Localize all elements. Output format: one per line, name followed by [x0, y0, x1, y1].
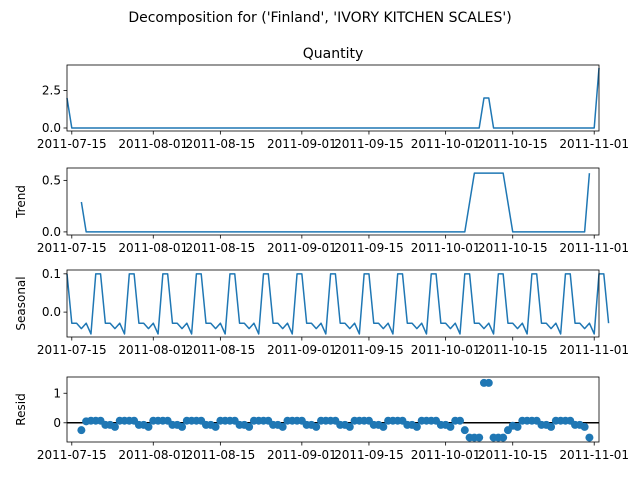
resid-point [144, 422, 153, 431]
resid-point [77, 426, 86, 435]
resid-point [110, 422, 119, 431]
resid-point [178, 422, 187, 431]
resid-point [475, 433, 484, 442]
x-tick-label: 2011-07-15 [37, 343, 107, 357]
axes-frame [66, 64, 600, 132]
resid-point [379, 422, 388, 431]
axes-frame [66, 167, 600, 236]
x-tick-label: 2011-07-15 [37, 137, 107, 151]
x-tick-label: 2011-10-15 [478, 448, 548, 462]
x-tick-label: 2011-09-01 [267, 343, 337, 357]
x-tick-label: 2011-09-15 [334, 343, 404, 357]
x-tick-label: 2011-10-15 [478, 137, 548, 151]
x-tick-label: 2011-10-01 [411, 448, 481, 462]
resid-point [484, 378, 493, 387]
y-tick-label: 0.1 [42, 267, 61, 281]
series-line [80, 172, 591, 233]
x-tick-label: 2011-08-15 [185, 241, 255, 255]
figure-suptitle: Decomposition for ('Finland', 'IVORY KIT… [128, 10, 511, 26]
x-tick-label: 2011-11-01 [559, 137, 629, 151]
x-tick-label: 2011-09-15 [334, 448, 404, 462]
x-tick-label: 2011-08-01 [118, 241, 188, 255]
x-tick-label: 2011-09-01 [267, 241, 337, 255]
x-tick-label: 2011-08-15 [185, 137, 255, 151]
x-tick-label: 2011-07-15 [37, 241, 107, 255]
resid-point [456, 416, 465, 425]
series-line [66, 67, 600, 129]
resid-point [278, 422, 287, 431]
x-tick-label: 2011-08-01 [118, 448, 188, 462]
resid-point [245, 422, 254, 431]
resid-point [345, 422, 354, 431]
x-tick-label: 2011-10-01 [411, 343, 481, 357]
axes-frame [66, 269, 600, 338]
x-tick-label: 2011-07-15 [37, 448, 107, 462]
x-tick-label: 2011-08-15 [185, 448, 255, 462]
x-tick-label: 2011-10-01 [411, 137, 481, 151]
y-tick-label: 1 [53, 386, 61, 400]
resid-point [312, 422, 321, 431]
x-tick-label: 2011-11-01 [559, 241, 629, 255]
y-tick-label: 0.0 [42, 121, 61, 135]
resid-point [460, 426, 469, 435]
y-axis-label: Trend [14, 185, 28, 219]
y-axis-label: Seasonal [14, 276, 28, 330]
x-tick-label: 2011-09-01 [267, 137, 337, 151]
y-tick-label: 0.0 [42, 225, 61, 239]
x-tick-label: 2011-11-01 [559, 448, 629, 462]
x-tick-label: 2011-10-15 [478, 343, 548, 357]
y-tick-label: 0.0 [42, 305, 61, 319]
axes-frame [66, 376, 600, 443]
x-tick-label: 2011-08-01 [118, 137, 188, 151]
panel-title: Quantity [303, 46, 364, 62]
resid-point [211, 422, 220, 431]
resid-point [499, 433, 508, 442]
resid-point [513, 422, 522, 431]
x-tick-label: 2011-09-01 [267, 448, 337, 462]
resid-point [412, 422, 421, 431]
x-tick-label: 2011-08-01 [118, 343, 188, 357]
x-tick-label: 2011-09-15 [334, 241, 404, 255]
y-tick-label: 0 [53, 416, 61, 430]
y-tick-label: 2.5 [42, 84, 61, 98]
resid-point [547, 422, 556, 431]
x-tick-label: 2011-09-15 [334, 137, 404, 151]
resid-point [585, 433, 594, 442]
resid-point [580, 422, 589, 431]
y-axis-label: Resid [14, 393, 28, 425]
panel-1: Trend 0.0 0.5 2011-07-15 2011-08-012011-08-1… [14, 167, 629, 255]
x-tick-label: 2011-10-01 [411, 241, 481, 255]
series-line [66, 273, 610, 335]
y-tick-label: 0.5 [42, 173, 61, 187]
x-tick-label: 2011-08-15 [185, 343, 255, 357]
resid-point [446, 422, 455, 431]
x-tick-label: 2011-10-15 [478, 241, 548, 255]
x-tick-label: 2011-11-01 [559, 343, 629, 357]
